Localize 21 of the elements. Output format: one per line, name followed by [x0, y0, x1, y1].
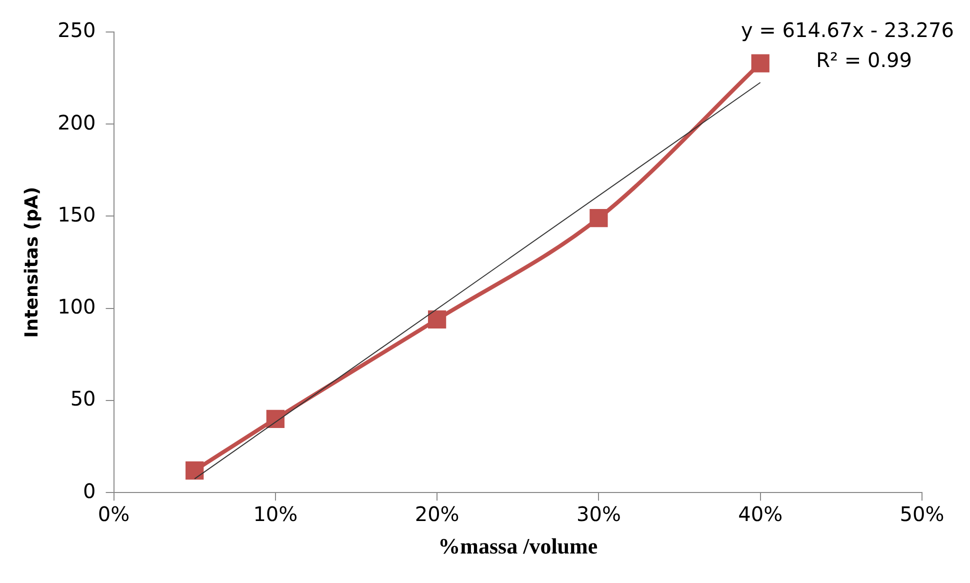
x-axis-title: %massa /volume: [438, 533, 598, 558]
x-tick-label: 50%: [900, 502, 944, 526]
y-tick-label: 150: [58, 202, 96, 226]
y-axis-title: Intensitas (pA): [21, 186, 42, 338]
point: [590, 209, 608, 228]
y-tick-label: 100: [58, 294, 96, 319]
y-tick-label: 250: [58, 18, 96, 42]
x-tick-label: 30%: [576, 502, 621, 526]
point: [428, 310, 446, 328]
y-tick-label: 200: [58, 110, 96, 134]
point: [266, 410, 284, 428]
annotation: y = 614.67x - 23.276: [740, 18, 954, 42]
point: [751, 54, 770, 72]
x-tick-label: 40%: [738, 502, 783, 526]
y-tick-label: 0: [83, 478, 96, 503]
x-tick-label: 20%: [414, 502, 460, 526]
y-tick-label: 50: [70, 386, 96, 411]
x-tick-label: 10%: [253, 502, 298, 526]
annotation: R² = 0.99: [816, 48, 912, 72]
point: [186, 461, 204, 480]
x-tick-label: 0%: [98, 502, 130, 526]
